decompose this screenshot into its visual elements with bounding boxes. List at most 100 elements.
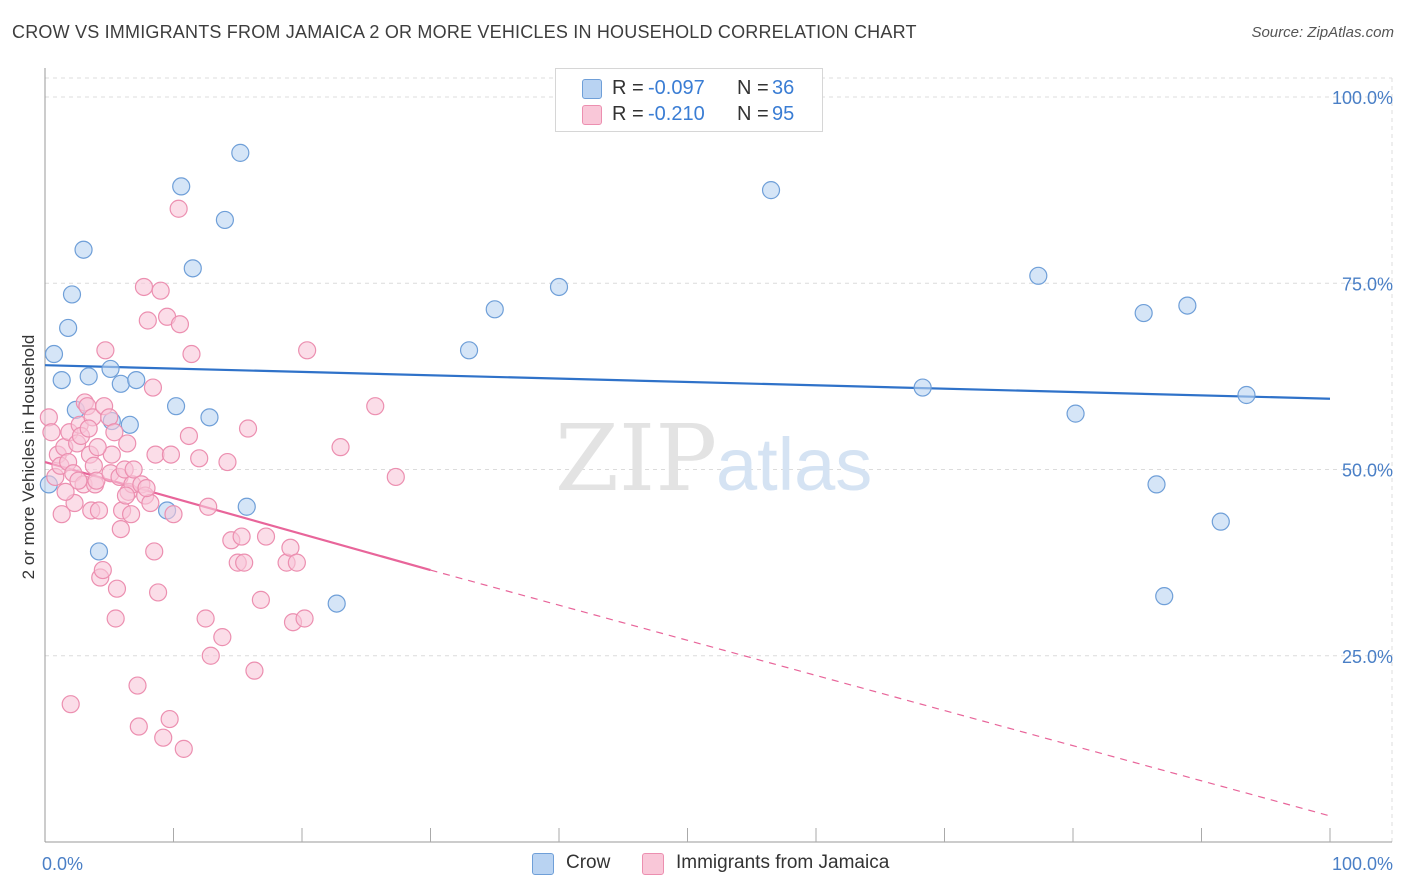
crow-swatch	[582, 79, 602, 99]
jamaica-point	[148, 583, 168, 602]
y-tick-label: 50.0%	[1342, 461, 1393, 481]
jamaica-point	[232, 527, 251, 546]
axes	[44, 68, 1392, 843]
jamaica-point	[89, 501, 109, 520]
jamaica-point	[146, 445, 165, 464]
crow-point	[237, 497, 256, 516]
watermark: ZIP atlas	[555, 405, 872, 512]
jamaica-point	[151, 281, 170, 300]
jamaica-point	[61, 695, 80, 714]
n-value-crow: 36	[772, 77, 795, 99]
crow-point	[485, 300, 504, 319]
jamaica-point	[213, 628, 232, 647]
jamaica-point	[238, 419, 258, 438]
jamaica-point	[129, 717, 148, 736]
jamaica-point	[331, 438, 350, 457]
jamaica-swatch	[582, 105, 602, 125]
crow-point	[127, 371, 146, 390]
jamaica-point	[154, 728, 173, 747]
crow-point	[1029, 266, 1048, 285]
jamaica-point	[235, 553, 254, 572]
x-tick-label: 100.0%	[1332, 854, 1393, 874]
crow-point	[111, 374, 130, 393]
jamaica-point	[256, 527, 276, 546]
crow-point	[913, 378, 932, 397]
crow-point	[1237, 385, 1256, 405]
crow-point	[101, 359, 120, 379]
jamaica-point	[111, 519, 130, 539]
crow-point	[1147, 475, 1166, 494]
jamaica-point	[287, 553, 306, 572]
crow-point	[120, 415, 139, 434]
crow-legend-label: Crow	[566, 852, 611, 873]
crow-point	[549, 277, 569, 297]
y-axis-label: 2 or more Vehicles in Household	[19, 335, 38, 580]
crow-point	[215, 210, 234, 230]
crow-point	[1178, 296, 1197, 315]
jamaica-point	[218, 452, 237, 472]
jamaica-point	[138, 311, 157, 330]
crow-point	[327, 594, 346, 613]
jamaica-trend-extension	[430, 569, 1331, 817]
crow-point	[89, 542, 109, 561]
jamaica-point	[118, 434, 137, 453]
jamaica-point	[96, 341, 115, 360]
crow-point	[52, 371, 71, 390]
watermark-atlas: atlas	[716, 423, 872, 506]
jamaica-point	[106, 609, 125, 628]
jamaica-point	[105, 423, 124, 442]
jamaica-point	[39, 408, 58, 427]
jamaica-point	[251, 590, 270, 609]
jamaica-point	[121, 505, 141, 524]
jamaica-point	[145, 542, 164, 561]
n-value-jamaica: 95	[772, 103, 795, 125]
jamaica-point	[170, 315, 190, 334]
jamaica-point	[182, 344, 201, 364]
n-label: N =	[737, 103, 769, 125]
crow-legend-swatch	[532, 853, 554, 875]
r-value-jamaica: -0.210	[648, 103, 705, 125]
jamaica-point	[160, 709, 179, 729]
crow-trend-line	[44, 364, 1331, 400]
x-tick-label: 0.0%	[42, 854, 83, 874]
crow-point	[200, 408, 219, 427]
crow-point	[1066, 404, 1085, 423]
jamaica-point	[137, 479, 156, 498]
crow-point	[166, 397, 186, 416]
y-tick-label: 100.0%	[1332, 88, 1393, 108]
jamaica-point	[143, 378, 163, 397]
jamaica-point	[201, 646, 220, 665]
jamaica-point	[102, 445, 121, 464]
jamaica-point	[141, 493, 160, 513]
jamaica-legend-label: Immigrants from Jamaica	[676, 852, 890, 873]
crow-point	[74, 240, 93, 259]
jamaica-point	[245, 661, 264, 680]
correlation-legend: R = -0.097 N = 36 R = -0.210 N = 95	[555, 68, 823, 132]
jamaica-point	[366, 397, 385, 416]
y-tick-label: 25.0%	[1342, 647, 1393, 667]
r-label: R =	[612, 103, 644, 125]
crow-point	[172, 177, 191, 196]
jamaica-point	[107, 579, 127, 598]
crow-point	[44, 344, 64, 364]
r-value-crow: -0.097	[648, 77, 705, 99]
jamaica-point	[199, 497, 218, 516]
jamaica-point	[69, 471, 88, 490]
jamaica-point	[190, 449, 209, 468]
chart-title: CROW VS IMMIGRANTS FROM JAMAICA 2 OR MOR…	[12, 22, 917, 42]
data-points	[39, 143, 1256, 758]
crow-point	[1155, 587, 1174, 606]
crow-point	[79, 367, 98, 386]
jamaica-point	[169, 199, 188, 218]
jamaica-point	[116, 486, 136, 505]
jamaica-point	[88, 438, 107, 457]
jamaica-point	[87, 471, 106, 490]
jamaica-point	[298, 341, 317, 360]
jamaica-point	[124, 460, 143, 479]
source-credit: Source: ZipAtlas.com	[1251, 24, 1394, 41]
jamaica-point	[42, 423, 61, 442]
jamaica-point	[179, 426, 199, 446]
jamaica-point	[161, 445, 181, 464]
r-label: R =	[612, 77, 644, 99]
